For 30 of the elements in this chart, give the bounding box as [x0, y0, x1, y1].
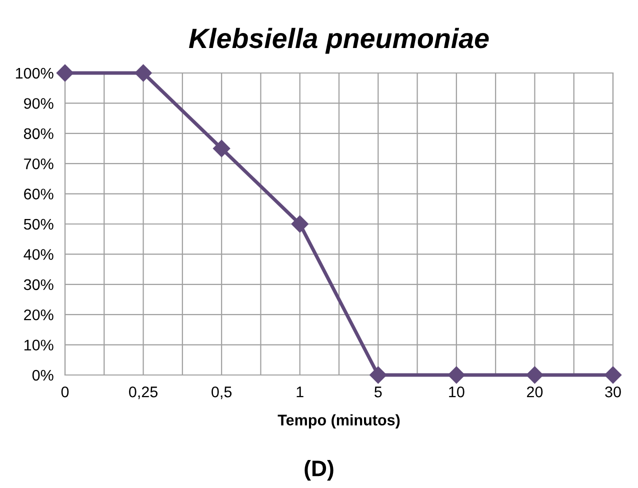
point [291, 215, 308, 233]
point [526, 366, 544, 384]
point [56, 64, 74, 82]
x-tick-label: 0,5 [212, 386, 232, 400]
y-tick-label: 40% [24, 249, 54, 260]
point [134, 64, 152, 82]
x-tick-label: 5 [374, 386, 382, 398]
y-tick-label: 90% [24, 98, 54, 109]
y-tick-label: 50% [24, 218, 54, 230]
x-tick-label: 30 [605, 386, 621, 398]
x-tick-label: 10 [449, 386, 464, 398]
x-tick-label: 0 [61, 386, 69, 398]
text: (D) [304, 460, 334, 481]
y-tick-label: 0% [32, 370, 54, 381]
y-tick-label: 30% [24, 279, 54, 290]
x-tick-label: 20 [526, 386, 543, 398]
y-tick-label: 100% [16, 68, 54, 79]
point [604, 366, 622, 384]
point [448, 366, 465, 384]
point [370, 366, 387, 384]
y-tick-label: 80% [24, 128, 54, 140]
x-tick-label: 1 [296, 386, 304, 398]
y-tick-label: 70% [24, 158, 54, 170]
y-tick-label: 20% [24, 309, 54, 320]
y-tick-label: 10% [24, 340, 54, 350]
point [213, 140, 230, 158]
y-tick-label: 60% [24, 188, 54, 200]
chart-title: Klebsiella pneumoniae [188, 28, 489, 54]
x-axis-title: Tempo (minutos) [278, 414, 400, 428]
x-tick-label: 0,25 [129, 386, 158, 400]
